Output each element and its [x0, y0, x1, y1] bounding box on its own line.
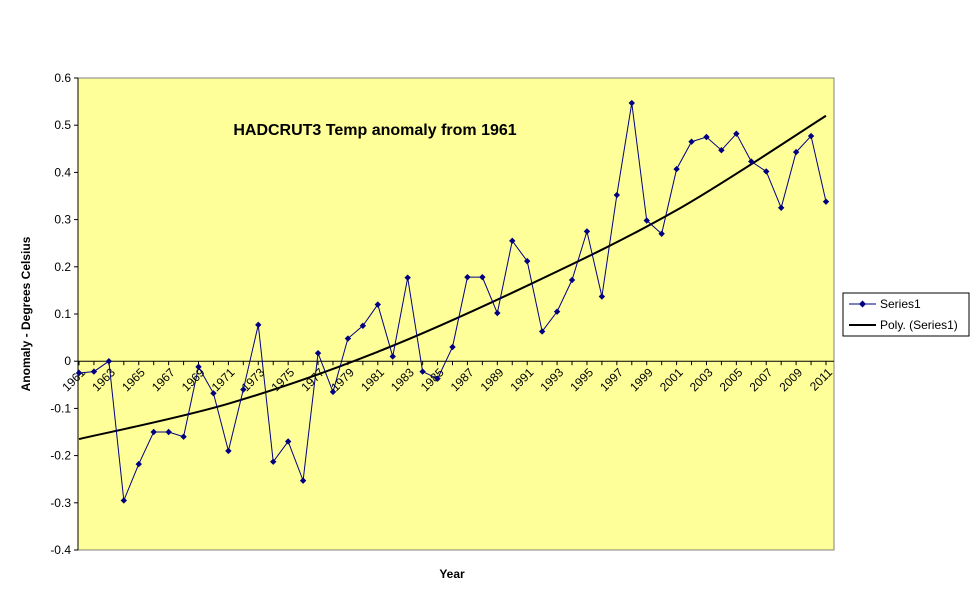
series1-point [419, 368, 426, 375]
series1-point [703, 133, 710, 141]
legend-box [842, 292, 970, 337]
series1-point [165, 428, 172, 436]
series1-point [643, 217, 650, 224]
chart-title: HADCRUT3 Temp anomaly from 1961 [233, 122, 516, 139]
y-tick-label: 0.3 [54, 213, 71, 227]
y-tick-label: -0.4 [50, 543, 71, 557]
series1-point [509, 237, 516, 245]
series1-point [314, 349, 322, 357]
series1-point [404, 274, 411, 281]
series1-point [628, 99, 635, 107]
series1-point [90, 368, 98, 375]
series1-point [210, 390, 217, 397]
series1-point [748, 158, 755, 165]
y-tick-label: 0.2 [54, 260, 71, 274]
series1-point [777, 204, 785, 211]
y-axis-title: Anomaly - Degrees Celsius [19, 236, 33, 391]
series1-point [284, 438, 292, 445]
series1-point [120, 497, 128, 504]
series1-point [688, 138, 695, 145]
series1-point [225, 447, 232, 455]
trendline-poly-series1 [78, 114, 827, 441]
series1-point [75, 369, 83, 377]
y-axis-ticks: -0.4 -0.3 -0.2 -0.1 0 0.1 0.2 0.3 0.4 0.5 0.6 [50, 71, 78, 557]
series1-point [434, 375, 441, 382]
legend: Series1 Poly. (Series1) [842, 292, 970, 337]
series1-point [359, 322, 367, 329]
series1-point [150, 428, 157, 436]
y-tick-label: 0 [64, 354, 71, 368]
series1-point [389, 353, 396, 360]
series1-point [374, 301, 381, 308]
series1-point [449, 343, 456, 351]
series1-point [135, 460, 142, 468]
x-axis-title: Year [439, 567, 465, 581]
series1-point [822, 198, 830, 205]
series1-point [583, 228, 591, 235]
series1-markers [75, 99, 830, 504]
legend-series1-marker [859, 300, 866, 308]
series1-point [613, 191, 621, 199]
series1-point [524, 257, 531, 265]
y-tick-label: -0.2 [50, 449, 71, 463]
series1-point [255, 321, 262, 329]
series1-point [240, 386, 247, 393]
series1-point [598, 293, 606, 300]
series1-point [464, 273, 471, 281]
series1-point [807, 132, 815, 140]
series1-point [568, 276, 576, 284]
series1-point [195, 363, 202, 371]
series1-point [733, 130, 740, 137]
series1-point [673, 165, 680, 173]
y-tick-label: -0.1 [50, 401, 71, 415]
y-tick-label: 0.5 [54, 118, 71, 132]
y-tick-label: 0.1 [54, 307, 71, 321]
y-tick-label: 0.6 [54, 71, 71, 85]
series1-point [553, 308, 561, 315]
plot-area [77, 77, 835, 551]
series1-point [658, 230, 665, 237]
series1-point [479, 273, 486, 281]
series1-point [763, 168, 770, 175]
y-tick-label: 0.4 [54, 165, 71, 179]
series1-point [105, 358, 113, 365]
series1-point [494, 309, 501, 317]
y-tick-label: -0.3 [50, 496, 71, 510]
series1-point [538, 328, 546, 335]
series1-point [180, 433, 187, 440]
legend-trend-label: Poly. (Series1) [880, 318, 958, 332]
series1-point [792, 148, 800, 156]
series1-point [299, 477, 307, 484]
series1-point [329, 388, 337, 396]
series1-point [718, 147, 725, 154]
series1-point [344, 335, 352, 342]
series1-point [270, 458, 277, 465]
legend-series1-label: Series1 [880, 297, 921, 311]
